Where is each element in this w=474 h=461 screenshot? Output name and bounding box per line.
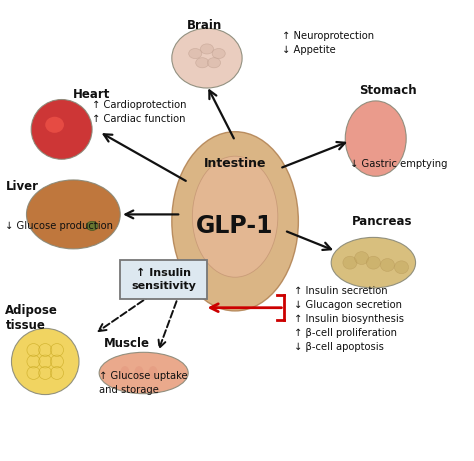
Ellipse shape <box>196 58 209 68</box>
Ellipse shape <box>134 366 144 380</box>
Ellipse shape <box>31 100 92 159</box>
Text: Pancreas: Pancreas <box>352 215 413 228</box>
Ellipse shape <box>172 132 298 311</box>
Text: Stomach: Stomach <box>359 84 417 97</box>
Ellipse shape <box>27 180 120 249</box>
Ellipse shape <box>381 259 394 272</box>
Ellipse shape <box>120 366 129 380</box>
Text: ↑ Cardioprotection
↑ Cardiac function: ↑ Cardioprotection ↑ Cardiac function <box>92 100 187 124</box>
FancyBboxPatch shape <box>120 260 207 300</box>
Ellipse shape <box>99 352 188 394</box>
Ellipse shape <box>366 256 381 269</box>
Ellipse shape <box>355 252 369 265</box>
Ellipse shape <box>208 58 220 68</box>
Ellipse shape <box>394 261 409 274</box>
Text: Muscle: Muscle <box>104 337 150 349</box>
Text: ↓ Gastric emptying: ↓ Gastric emptying <box>350 159 447 169</box>
Ellipse shape <box>345 101 406 176</box>
Text: Liver: Liver <box>5 180 38 193</box>
Ellipse shape <box>172 28 242 88</box>
Ellipse shape <box>148 366 158 380</box>
Text: ↑ Insulin
sensitivity: ↑ Insulin sensitivity <box>131 268 196 291</box>
Text: ↑ Neuroprotection
↓ Appetite: ↑ Neuroprotection ↓ Appetite <box>282 30 374 54</box>
Ellipse shape <box>201 44 213 54</box>
Ellipse shape <box>11 328 79 395</box>
Text: Adipose
tissue: Adipose tissue <box>5 304 58 332</box>
Text: Intestine: Intestine <box>204 157 266 171</box>
Text: Brain: Brain <box>187 19 222 32</box>
Ellipse shape <box>192 156 278 277</box>
Ellipse shape <box>331 237 416 288</box>
Ellipse shape <box>212 48 225 59</box>
Text: GLP-1: GLP-1 <box>196 214 274 238</box>
Ellipse shape <box>86 221 98 230</box>
Text: ↑ Insulin secretion
↓ Glucagon secretion
↑ Insulin biosynthesis
↑ β-cell prolife: ↑ Insulin secretion ↓ Glucagon secretion… <box>294 286 404 352</box>
Ellipse shape <box>45 117 64 133</box>
Text: ↑ Glucose uptake
and storage: ↑ Glucose uptake and storage <box>99 371 188 395</box>
Text: ↓ Glucose production: ↓ Glucose production <box>5 221 113 231</box>
Ellipse shape <box>189 48 202 59</box>
Text: Heart: Heart <box>73 89 111 101</box>
Ellipse shape <box>343 256 357 269</box>
